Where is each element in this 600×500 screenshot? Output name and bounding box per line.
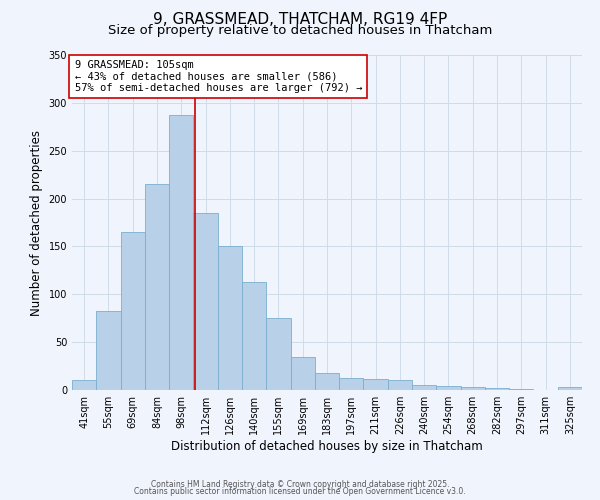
- X-axis label: Distribution of detached houses by size in Thatcham: Distribution of detached houses by size …: [171, 440, 483, 453]
- Bar: [485, 388, 509, 390]
- Y-axis label: Number of detached properties: Number of detached properties: [30, 130, 43, 316]
- Bar: [388, 380, 412, 390]
- Bar: [96, 310, 121, 390]
- Bar: [72, 380, 96, 390]
- Bar: [218, 246, 242, 390]
- Bar: [145, 184, 169, 390]
- Bar: [461, 387, 485, 390]
- Bar: [266, 318, 290, 390]
- Bar: [315, 373, 339, 390]
- Bar: [242, 282, 266, 390]
- Bar: [509, 389, 533, 390]
- Text: 9 GRASSMEAD: 105sqm
← 43% of detached houses are smaller (586)
57% of semi-detac: 9 GRASSMEAD: 105sqm ← 43% of detached ho…: [74, 60, 362, 93]
- Bar: [558, 387, 582, 390]
- Bar: [339, 378, 364, 390]
- Text: Size of property relative to detached houses in Thatcham: Size of property relative to detached ho…: [108, 24, 492, 37]
- Bar: [290, 356, 315, 390]
- Bar: [364, 380, 388, 390]
- Text: Contains public sector information licensed under the Open Government Licence v3: Contains public sector information licen…: [134, 488, 466, 496]
- Text: 9, GRASSMEAD, THATCHAM, RG19 4FP: 9, GRASSMEAD, THATCHAM, RG19 4FP: [153, 12, 447, 28]
- Text: Contains HM Land Registry data © Crown copyright and database right 2025.: Contains HM Land Registry data © Crown c…: [151, 480, 449, 489]
- Bar: [436, 386, 461, 390]
- Bar: [169, 116, 193, 390]
- Bar: [412, 385, 436, 390]
- Bar: [193, 213, 218, 390]
- Bar: [121, 232, 145, 390]
